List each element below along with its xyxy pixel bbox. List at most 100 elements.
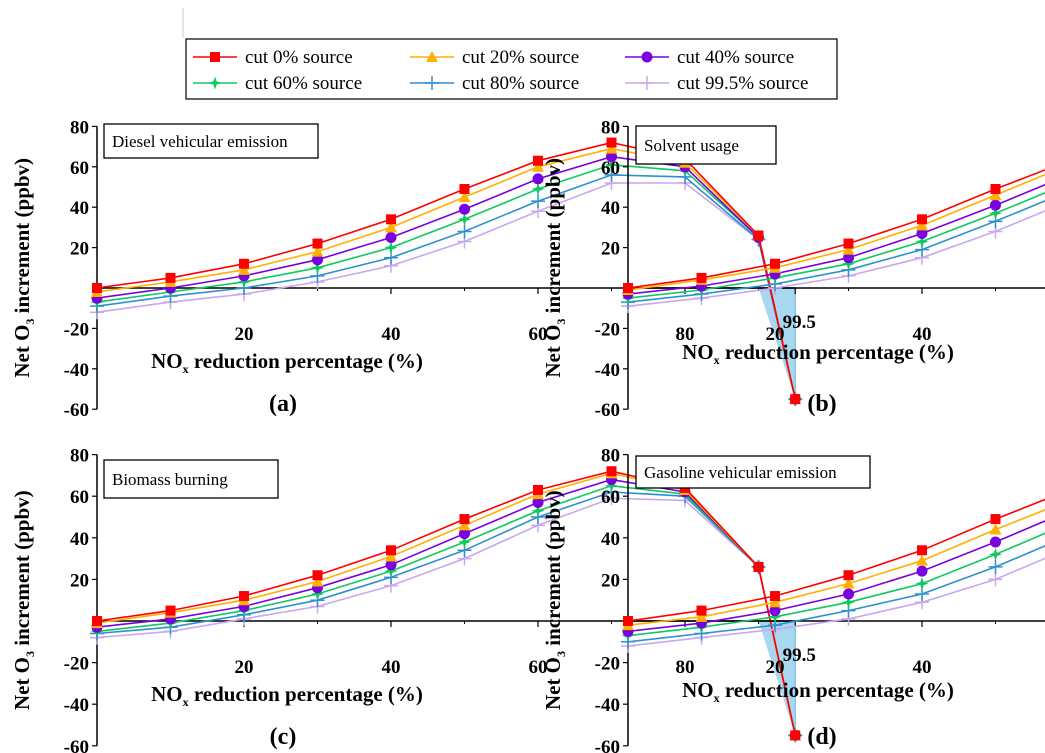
data-point <box>312 254 323 266</box>
x-axis-label: NOx reduction percentage (%) <box>151 349 423 376</box>
x-axis-label-sub: x <box>183 695 189 709</box>
data-point <box>165 272 176 283</box>
data-point <box>843 252 854 264</box>
x-tick-label: 80 <box>676 657 695 678</box>
series-line <box>627 210 1045 307</box>
data-point <box>606 137 617 148</box>
annotation-text: Solvent usage <box>644 136 739 155</box>
data-point <box>753 230 764 241</box>
x-tick-label: 99.5 <box>783 645 816 666</box>
y-tick-label: 80 <box>601 117 620 138</box>
data-point <box>239 258 249 269</box>
y-axis-label-rest: increment (ppbv) <box>541 158 565 319</box>
y-tick-label: 20 <box>70 239 89 260</box>
y-tick-label: 60 <box>601 487 620 508</box>
y-tick-label: -20 <box>595 654 620 675</box>
x-tick-label: 99.5 <box>783 312 816 333</box>
data-point <box>753 561 764 572</box>
annotation-box <box>103 459 279 499</box>
data-point <box>312 570 323 581</box>
legend-swatch-marker <box>640 76 654 90</box>
data-point <box>458 212 471 226</box>
data-point <box>916 219 928 231</box>
data-point <box>311 261 324 275</box>
x-axis-label: NOx reduction percentage (%) <box>682 340 954 367</box>
y-axis-label: Net O3 increment (ppbv) <box>10 490 37 710</box>
legend-swatch-marker <box>425 76 439 90</box>
y-axis-label-sub: 3 <box>554 319 568 325</box>
data-point <box>459 203 470 215</box>
data-point <box>385 221 397 233</box>
data-point <box>238 263 250 275</box>
y-tick-label: -20 <box>64 654 89 675</box>
data-point <box>623 283 633 293</box>
data-point <box>989 547 1002 561</box>
legend-swatch-marker <box>426 51 438 62</box>
x-tick-label: 40 <box>382 324 401 345</box>
series-2 <box>622 520 1045 637</box>
series-0 <box>623 169 1045 293</box>
data-point <box>532 160 544 172</box>
data-point <box>989 206 1002 220</box>
data-point <box>770 258 780 269</box>
y-tick-label: -60 <box>64 400 89 421</box>
x-tick-label: 60 <box>529 324 548 345</box>
x-axis-label-main: NO <box>151 682 183 706</box>
legend-entry: cut 0% source <box>193 47 353 68</box>
y-tick-label: 40 <box>70 198 89 219</box>
data-point <box>843 238 854 249</box>
data-point <box>988 572 1003 587</box>
panel-a: 80 60 40 20 -20 -40 -60 20 40 60 80 99.5 Diesel vehi… <box>10 117 816 421</box>
y-tick-label: 60 <box>70 487 89 508</box>
data-point <box>989 189 1002 201</box>
y-axis-label-main: Net O <box>10 325 34 378</box>
y-axis-label-rest: increment (ppbv) <box>10 490 34 651</box>
data-point <box>384 564 398 578</box>
data-point <box>842 595 855 609</box>
annotation-text: Biomass burning <box>112 470 228 489</box>
y-tick-label: 60 <box>601 158 620 179</box>
x-axis-label-main: NO <box>151 349 183 373</box>
data-point <box>915 235 929 248</box>
x-tick-label: 40 <box>913 657 932 678</box>
data-point <box>769 605 781 617</box>
data-point <box>237 275 251 289</box>
y-tick-label: 20 <box>601 570 620 591</box>
y-axis-label: Net O3 increment (ppbv) <box>541 490 568 710</box>
series-2 <box>622 183 1045 300</box>
y-tick-label: -40 <box>64 360 89 381</box>
x-tick-label: 60 <box>529 657 548 678</box>
x-tick-label: 40 <box>913 324 932 345</box>
data-point <box>605 158 618 172</box>
x-axis-label-rest: reduction percentage (%) <box>189 349 423 373</box>
panel-letter: (d) <box>807 724 836 750</box>
data-point <box>842 577 855 589</box>
data-point <box>606 151 617 163</box>
data-point <box>92 616 102 626</box>
data-point <box>459 184 470 195</box>
data-point <box>385 232 397 243</box>
panel-letter: (b) <box>807 391 836 417</box>
y-tick-label: -60 <box>595 737 620 753</box>
y-tick-label: 40 <box>70 529 89 550</box>
data-point <box>990 199 1001 211</box>
y-tick-label: -40 <box>595 695 620 716</box>
data-point <box>990 514 1001 525</box>
x-tick-label: 80 <box>676 324 695 345</box>
data-point <box>768 610 782 624</box>
legend: cut 0% source cut 20% source cut 40% sourc… <box>182 8 838 100</box>
y-axis-label: Net O3 increment (ppbv) <box>541 158 568 378</box>
data-point <box>990 184 1001 195</box>
data-point <box>386 214 396 225</box>
data-point <box>458 519 471 531</box>
data-point <box>458 191 471 203</box>
x-axis-label: NOx reduction percentage (%) <box>682 678 954 705</box>
y-axis-label-main: Net O <box>10 657 34 710</box>
y-tick-label: 40 <box>601 529 620 550</box>
legend-label: cut 99.5% source <box>677 73 808 94</box>
data-point <box>916 227 928 239</box>
legend-label: cut 60% source <box>245 73 362 94</box>
y-tick-label: -40 <box>64 695 89 716</box>
data-point <box>842 243 855 255</box>
